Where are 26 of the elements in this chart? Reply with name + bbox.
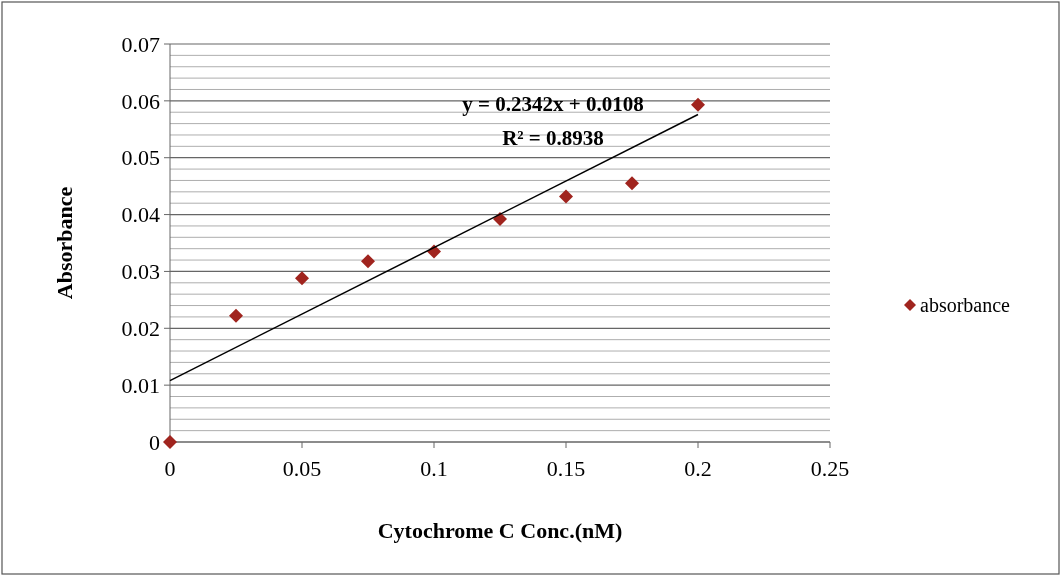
y-tick-label: 0.06 xyxy=(121,88,160,114)
point xyxy=(295,271,309,286)
y-tick-label: 0.01 xyxy=(121,372,160,398)
x-tick-label: 0.2 xyxy=(684,456,712,481)
point xyxy=(625,176,639,191)
point xyxy=(691,97,705,112)
point xyxy=(361,254,375,269)
annotation: y = 0.2342x + 0.0108 xyxy=(462,92,644,117)
x-tick-label: 0.25 xyxy=(810,456,850,481)
legend-label: absorbance xyxy=(920,294,1011,316)
y-axis-title: Absorbance xyxy=(52,186,77,300)
point xyxy=(559,189,573,204)
y-tick-label: 0.02 xyxy=(121,315,160,341)
x-axis-title: Cytochrome C Conc.(nM) xyxy=(377,518,623,543)
point xyxy=(229,308,243,323)
y-tick-label: 0 xyxy=(149,429,160,455)
x-tick-label: 0.15 xyxy=(546,456,586,481)
y-tick-label: 0.03 xyxy=(121,259,160,285)
x-tick-label: 0 xyxy=(164,456,176,481)
y-tick-label: 0.04 xyxy=(121,202,160,228)
annotation: R² = 0.8938 xyxy=(502,126,604,151)
y-tick-label: 0.07 xyxy=(121,31,160,57)
x-tick-label: 0.05 xyxy=(282,456,322,481)
point xyxy=(163,435,177,449)
x-tick-label: 0.1 xyxy=(420,456,448,481)
y-tick-label: 0.05 xyxy=(121,145,160,171)
